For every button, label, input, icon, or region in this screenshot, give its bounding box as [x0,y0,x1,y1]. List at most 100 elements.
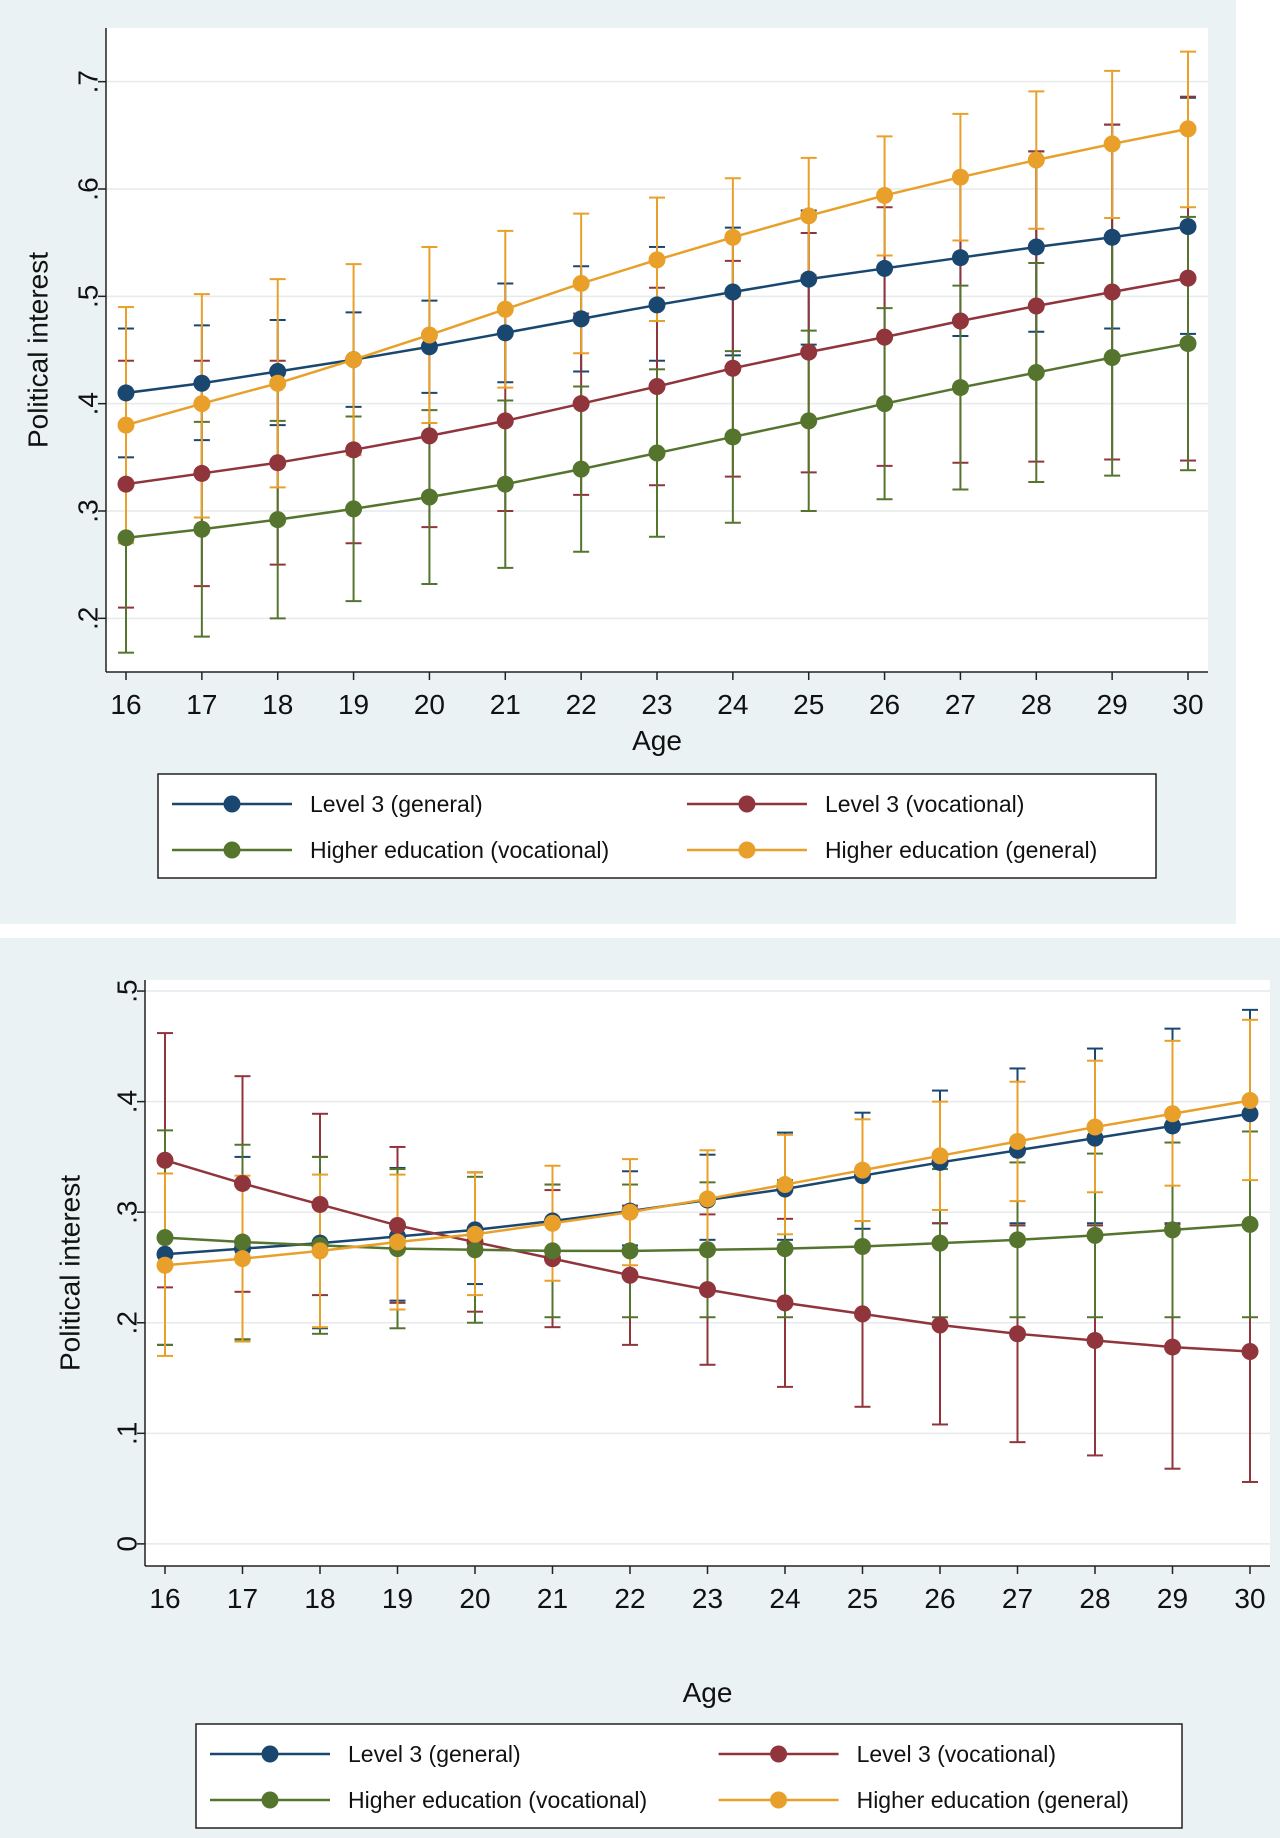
data-point [876,328,894,346]
data-point [1086,1118,1104,1136]
legend-swatch-marker [223,795,241,813]
legend-swatch-marker [261,1791,279,1809]
data-point [876,259,894,277]
x-tick-label: 26 [924,1583,955,1614]
x-tick-label: 28 [1079,1583,1110,1614]
data-point [1027,151,1045,169]
data-point [1086,1226,1104,1244]
legend-swatch-marker [770,1791,788,1809]
data-point [117,529,135,547]
data-point [156,1229,174,1247]
data-point [389,1233,406,1251]
legend-swatch-marker [261,1745,279,1763]
data-point [572,395,590,413]
x-tick-label: 26 [869,689,900,720]
data-point [648,377,666,395]
legend [195,1723,1183,1829]
data-point [269,362,287,380]
data-point [117,384,135,402]
y-tick-label: .7 [73,70,104,93]
data-point [156,1151,174,1169]
data-point [800,343,818,361]
data-point [1241,1092,1259,1110]
x-axis-title: Age [632,725,682,756]
y-tick-label: .4 [73,392,104,415]
data-point [1164,1221,1181,1239]
data-point [193,520,211,538]
data-point [1027,364,1045,382]
data-point [854,1161,871,1179]
legend-label: Level 3 (vocational) [825,791,1024,817]
data-point [572,460,590,478]
x-tick-label: 21 [537,1583,568,1614]
legend-label: Level 3 (general) [310,791,483,817]
x-tick-label: 30 [1234,1583,1265,1614]
legend-swatch-marker [223,841,241,859]
data-point [724,283,742,301]
x-tick-label: 27 [945,689,976,720]
data-point [876,395,894,413]
x-tick-label: 21 [490,689,521,720]
data-point [1164,1338,1181,1356]
data-point [1009,1325,1026,1343]
data-point [311,1242,329,1260]
data-point [1027,297,1045,315]
data-point [931,1147,949,1165]
data-point [420,488,438,506]
data-point [117,475,135,493]
data-point [496,475,514,493]
data-point [1179,120,1197,138]
data-point [544,1214,561,1232]
data-point [420,427,438,445]
legend-label: Higher education (general) [825,837,1097,863]
x-tick-label: 17 [227,1583,258,1614]
y-tick-label: .4 [112,1090,143,1113]
data-point [931,1234,949,1252]
data-point [234,1233,251,1251]
data-point [854,1305,871,1323]
data-point [269,374,287,392]
x-tick-label: 28 [1021,689,1052,720]
data-point [1103,349,1121,367]
data-point [1179,269,1197,287]
data-point [269,454,287,472]
data-point [420,326,438,344]
y-tick-label: .6 [73,177,104,200]
x-tick-label: 20 [414,689,445,720]
data-point [466,1241,484,1259]
y-tick-label: 0 [112,1536,143,1552]
data-point [496,300,514,318]
x-tick-label: 17 [186,689,217,720]
x-tick-label: 18 [304,1583,335,1614]
data-point [951,312,969,330]
x-tick-label: 16 [149,1583,180,1614]
data-point [951,379,969,397]
data-point [699,1241,716,1259]
x-tick-label: 24 [717,689,748,720]
data-point [1179,218,1197,236]
legend-label: Higher education (general) [857,1787,1129,1813]
x-tick-label: 27 [1002,1583,1033,1614]
legend-label: Higher education (vocational) [348,1787,647,1813]
data-point [466,1225,484,1243]
data-point [1164,1117,1181,1135]
legend-swatch-marker [738,795,756,813]
data-point [800,270,818,288]
data-point [269,511,287,529]
data-point [621,1242,639,1260]
x-axis-title: Age [683,1677,733,1708]
chart-panel-bottom: 0 .1 .2 .3 .4 .5 16 17 18 19 20 21 22 23 24 25 26 27 28 29 3… [0,938,1280,1838]
x-tick-label: 16 [110,689,141,720]
data-point [1241,1215,1259,1233]
data-point [1241,1343,1259,1361]
data-point [1086,1331,1104,1349]
legend [157,773,1157,879]
data-point [648,444,666,462]
x-tick-label: 25 [847,1583,878,1614]
x-tick-label: 19 [382,1583,413,1614]
data-point [951,249,969,267]
x-tick-label: 24 [769,1583,800,1614]
data-point [1241,1105,1259,1123]
legend-label: Level 3 (vocational) [857,1741,1056,1767]
y-axis-title: Political interest [55,1175,86,1371]
